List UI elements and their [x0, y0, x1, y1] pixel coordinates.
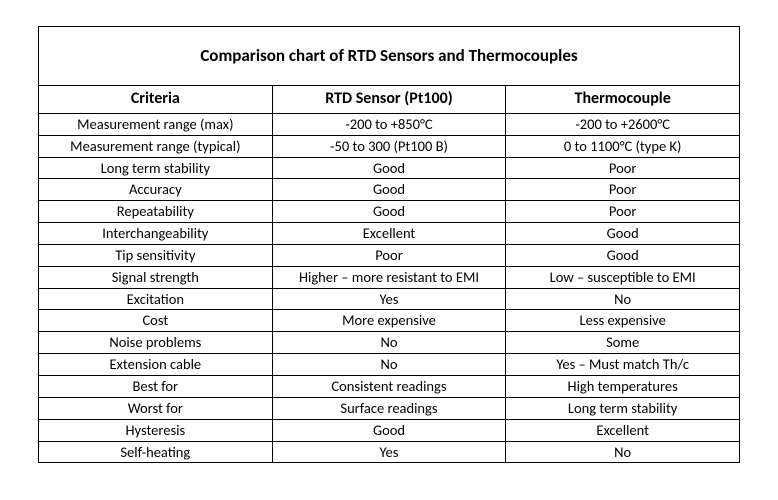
table-row: RepeatabilityGoodPoor — [39, 201, 740, 223]
table-cell: Worst for — [39, 397, 273, 419]
table-row: Noise problemsNoSome — [39, 332, 740, 354]
table-cell: Surface readings — [272, 397, 506, 419]
table-cell: Cost — [39, 310, 273, 332]
table-row: AccuracyGoodPoor — [39, 179, 740, 201]
comparison-table: Comparison chart of RTD Sensors and Ther… — [38, 26, 740, 463]
table-cell: Repeatability — [39, 201, 273, 223]
table-row: Extension cableNoYes – Must match Th/c — [39, 354, 740, 376]
table-cell: Signal strength — [39, 266, 273, 288]
table-cell: 0 to 1100°C (type K) — [506, 135, 740, 157]
table-row: Worst forSurface readingsLong term stabi… — [39, 397, 740, 419]
table-cell: Long term stability — [506, 397, 740, 419]
table-cell: Higher – more resistant to EMI — [272, 266, 506, 288]
table-row: Measurement range (typical)-50 to 300 (P… — [39, 135, 740, 157]
table-cell: Poor — [506, 201, 740, 223]
column-header: Criteria — [39, 86, 273, 114]
table-cell: Yes — [272, 288, 506, 310]
table-row: Measurement range (max)-200 to +850°C-20… — [39, 113, 740, 135]
table-cell: Long term stability — [39, 157, 273, 179]
table-row: CostMore expensiveLess expensive — [39, 310, 740, 332]
table-row: Best forConsistent readingsHigh temperat… — [39, 376, 740, 398]
column-header: Thermocouple — [506, 86, 740, 114]
table-cell: Good — [506, 223, 740, 245]
table-cell: Less expensive — [506, 310, 740, 332]
table-row: HysteresisGoodExcellent — [39, 419, 740, 441]
table-title: Comparison chart of RTD Sensors and Ther… — [39, 27, 740, 86]
table-cell: Consistent readings — [272, 376, 506, 398]
table-cell: -50 to 300 (Pt100 B) — [272, 135, 506, 157]
table-cell: Low – susceptible to EMI — [506, 266, 740, 288]
table-cell: High temperatures — [506, 376, 740, 398]
table-container: Comparison chart of RTD Sensors and Ther… — [0, 0, 778, 489]
table-cell: Excitation — [39, 288, 273, 310]
table-cell: Poor — [506, 157, 740, 179]
table-cell: Excellent — [506, 419, 740, 441]
table-cell: Poor — [506, 179, 740, 201]
table-cell: Best for — [39, 376, 273, 398]
table-cell: Accuracy — [39, 179, 273, 201]
table-cell: Good — [272, 179, 506, 201]
table-cell: No — [506, 288, 740, 310]
table-cell: No — [506, 441, 740, 463]
table-row: InterchangeabilityExcellentGood — [39, 223, 740, 245]
table-cell: Good — [272, 419, 506, 441]
table-cell: Good — [272, 201, 506, 223]
table-row: Long term stabilityGoodPoor — [39, 157, 740, 179]
table-cell: Interchangeability — [39, 223, 273, 245]
table-row: Self-heatingYesNo — [39, 441, 740, 463]
table-row: ExcitationYesNo — [39, 288, 740, 310]
table-cell: Poor — [272, 244, 506, 266]
table-cell: Good — [506, 244, 740, 266]
table-cell: No — [272, 332, 506, 354]
table-cell: Good — [272, 157, 506, 179]
table-cell: Noise problems — [39, 332, 273, 354]
table-cell: Excellent — [272, 223, 506, 245]
table-cell: More expensive — [272, 310, 506, 332]
table-cell: Self-heating — [39, 441, 273, 463]
table-cell: Hysteresis — [39, 419, 273, 441]
table-cell: No — [272, 354, 506, 376]
table-cell: Some — [506, 332, 740, 354]
table-row: Signal strengthHigher – more resistant t… — [39, 266, 740, 288]
table-cell: Extension cable — [39, 354, 273, 376]
table-cell: -200 to +2600°C — [506, 113, 740, 135]
table-cell: Yes – Must match Th/c — [506, 354, 740, 376]
table-cell: Tip sensitivity — [39, 244, 273, 266]
table-cell: Yes — [272, 441, 506, 463]
column-header: RTD Sensor (Pt100) — [272, 86, 506, 114]
table-row: Tip sensitivityPoorGood — [39, 244, 740, 266]
table-cell: Measurement range (typical) — [39, 135, 273, 157]
table-cell: -200 to +850°C — [272, 113, 506, 135]
table-cell: Measurement range (max) — [39, 113, 273, 135]
